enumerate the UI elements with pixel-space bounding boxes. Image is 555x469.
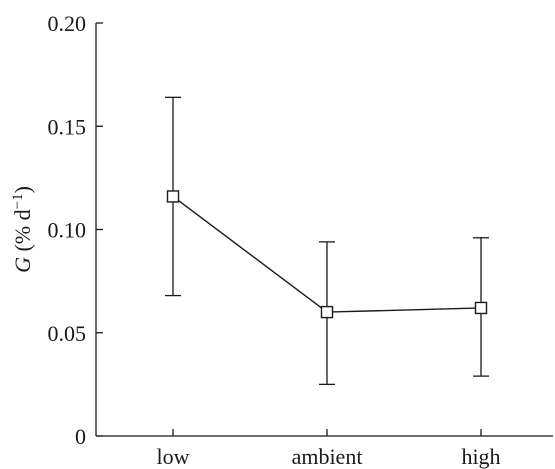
data-point-marker [320,305,334,319]
x-tick-label: ambient [292,444,363,469]
y-ticks: 0 0.05 0.10 0.15 0.20 [48,11,103,449]
y-tick-label: 0.15 [48,114,87,139]
y-axis-label-close: ) [10,186,35,193]
y-axis-label-symbol: G [10,257,35,273]
y-tick-label: 0.05 [48,321,87,346]
data-point-marker [474,301,488,315]
y-tick-label: 0.10 [48,218,87,243]
y-axis-label-unit: (% d [10,209,35,257]
y-axis-label-exponent: −1 [10,193,26,209]
x-tick-label: high [461,444,500,469]
y-tick-label: 0.20 [48,11,87,36]
axes [95,23,553,437]
x-ticks: low ambient high [157,429,501,469]
y-tick-label: 0 [75,424,86,449]
plot-area [165,96,489,386]
x-tick-label: low [157,444,190,469]
y-axis-label: G (% d−1) [10,186,35,273]
data-point-marker [166,190,180,203]
